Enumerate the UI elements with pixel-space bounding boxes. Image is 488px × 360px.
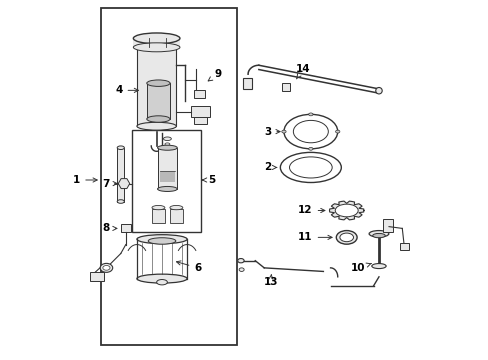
Ellipse shape	[117, 146, 124, 149]
Bar	[101, 8, 237, 345]
Bar	[400, 243, 408, 250]
Ellipse shape	[133, 33, 180, 44]
Bar	[152, 209, 164, 223]
Bar	[131, 130, 201, 232]
Bar	[157, 148, 177, 189]
Bar	[160, 171, 174, 182]
Ellipse shape	[164, 143, 169, 145]
Ellipse shape	[308, 147, 312, 150]
Ellipse shape	[336, 230, 356, 244]
Ellipse shape	[133, 43, 180, 52]
Text: 14: 14	[296, 64, 310, 79]
Bar	[282, 83, 289, 91]
Text: 5: 5	[202, 175, 215, 185]
Ellipse shape	[339, 233, 353, 242]
Ellipse shape	[335, 204, 357, 217]
Ellipse shape	[148, 238, 176, 244]
Ellipse shape	[156, 279, 167, 285]
Ellipse shape	[152, 206, 164, 210]
Ellipse shape	[371, 264, 386, 269]
Ellipse shape	[117, 200, 124, 203]
Text: 12: 12	[298, 206, 324, 216]
Text: 7: 7	[102, 179, 117, 189]
Text: 1: 1	[73, 175, 97, 185]
Ellipse shape	[137, 235, 187, 244]
Ellipse shape	[169, 206, 183, 210]
Bar	[169, 209, 183, 223]
Ellipse shape	[102, 266, 110, 270]
Ellipse shape	[284, 114, 337, 149]
Ellipse shape	[281, 130, 285, 133]
Ellipse shape	[100, 264, 112, 273]
Text: 9: 9	[208, 69, 221, 81]
Ellipse shape	[280, 152, 341, 183]
Text: 3: 3	[264, 127, 280, 136]
Ellipse shape	[157, 186, 177, 192]
Text: 8: 8	[102, 224, 117, 233]
Ellipse shape	[157, 145, 177, 150]
Ellipse shape	[293, 120, 327, 143]
Ellipse shape	[137, 274, 187, 283]
Ellipse shape	[289, 157, 331, 178]
Bar	[194, 117, 206, 125]
Text: 4: 4	[115, 85, 138, 95]
Ellipse shape	[335, 130, 339, 133]
Bar	[89, 272, 104, 281]
Ellipse shape	[146, 80, 170, 86]
Text: 13: 13	[263, 274, 277, 287]
Ellipse shape	[146, 116, 170, 122]
Bar	[121, 224, 131, 232]
Ellipse shape	[137, 122, 176, 130]
Text: 11: 11	[298, 232, 331, 242]
Ellipse shape	[163, 137, 171, 140]
Text: 6: 6	[176, 261, 201, 273]
Bar	[117, 148, 124, 202]
Bar	[190, 107, 210, 117]
Ellipse shape	[237, 258, 244, 263]
Ellipse shape	[375, 87, 382, 94]
Bar	[146, 83, 170, 119]
Polygon shape	[329, 201, 363, 220]
Bar	[242, 78, 251, 89]
Bar	[382, 220, 392, 232]
Ellipse shape	[239, 268, 244, 271]
Ellipse shape	[368, 230, 388, 237]
Ellipse shape	[308, 113, 312, 116]
Bar	[133, 39, 180, 47]
Bar	[194, 90, 204, 98]
Text: 2: 2	[264, 162, 277, 172]
Ellipse shape	[372, 233, 385, 238]
Text: 10: 10	[350, 263, 370, 273]
Bar	[137, 47, 176, 126]
